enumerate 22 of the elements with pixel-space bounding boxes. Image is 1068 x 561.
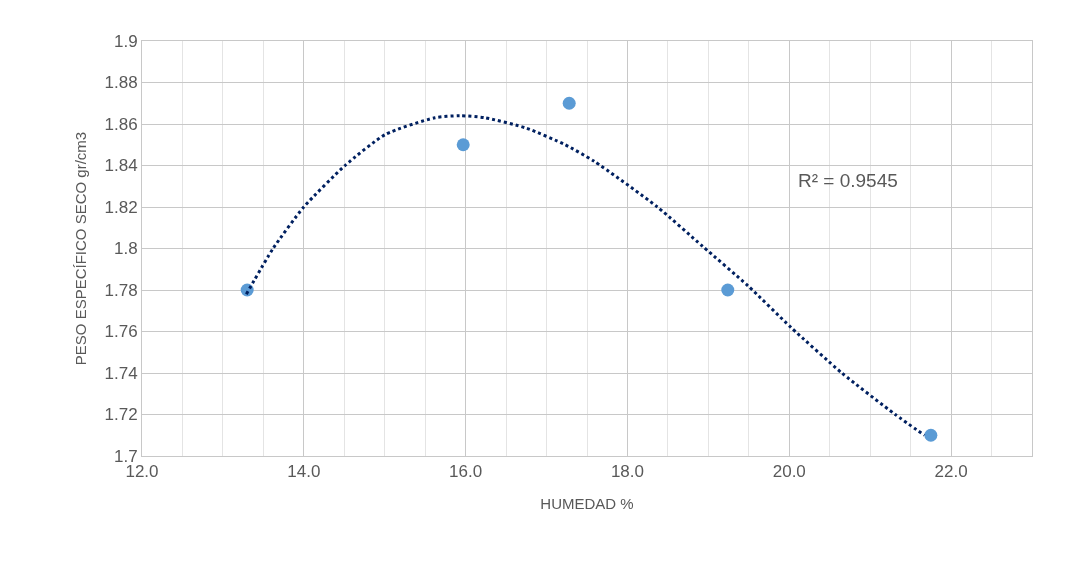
y-tick-label: 1.88 bbox=[104, 73, 138, 93]
x-tick-label: 22.0 bbox=[934, 462, 968, 482]
x-tick-label: 20.0 bbox=[772, 462, 806, 482]
x-tick-label: 18.0 bbox=[610, 462, 644, 482]
x-tick-label: 16.0 bbox=[449, 462, 483, 482]
y-tick-label: 1.76 bbox=[104, 322, 138, 342]
x-axis-title: HUMEDAD % bbox=[540, 495, 634, 513]
x-tick-label: 14.0 bbox=[287, 462, 321, 482]
point bbox=[924, 428, 938, 442]
y-tick-label: 1.9 bbox=[113, 31, 138, 51]
y-axis-title: PESO ESPECÍFICO SECO gr/cm3 bbox=[71, 131, 89, 366]
y-tick-label: 1.8 bbox=[113, 239, 138, 259]
annotation: R² = 0.9545 bbox=[798, 170, 898, 191]
point bbox=[721, 283, 735, 297]
y-tick-label: 1.72 bbox=[104, 405, 138, 425]
y-tick-label: 1.82 bbox=[104, 197, 138, 217]
point bbox=[456, 138, 470, 152]
y-tick-label: 1.84 bbox=[104, 156, 138, 176]
y-tick-label: 1.86 bbox=[104, 114, 138, 134]
y-tick-label: 1.74 bbox=[104, 363, 138, 383]
point bbox=[562, 96, 576, 110]
y-tick-label: 1.78 bbox=[104, 280, 138, 300]
